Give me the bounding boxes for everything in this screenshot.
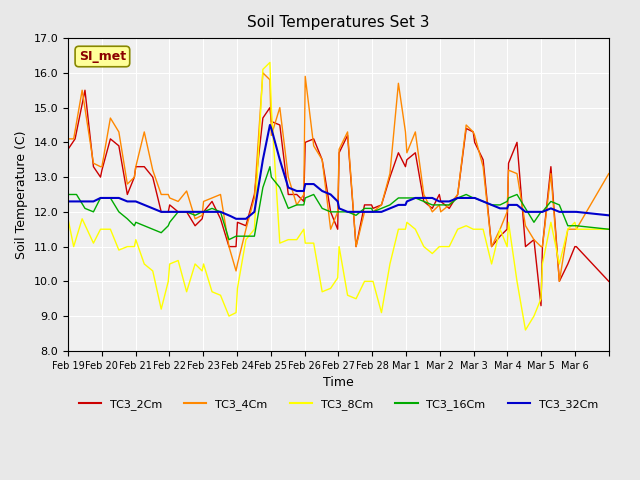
TC3_32Cm [605,213,612,218]
TC3_32Cm [533,209,541,215]
TC3_16Cm [99,195,107,201]
TC3_16Cm [64,192,72,197]
TC3_16Cm [345,210,353,216]
Line: TC3_2Cm: TC3_2Cm [68,90,609,306]
TC3_32Cm [232,216,240,222]
TC3_32Cm [345,209,353,215]
TC3_4Cm [531,238,539,244]
TC3_8Cm [64,216,72,222]
TC3_4Cm [605,171,612,177]
Line: TC3_32Cm: TC3_32Cm [68,125,609,219]
Y-axis label: Soil Temperature (C): Soil Temperature (C) [15,130,28,259]
TC3_8Cm [522,327,529,333]
TC3_16Cm [605,227,612,232]
TC3_2Cm [537,303,545,309]
TC3_32Cm [266,122,274,128]
TC3_4Cm [604,173,611,179]
TC3_16Cm [452,196,460,202]
TC3_32Cm [99,195,107,201]
TC3_2Cm [531,250,539,256]
Line: TC3_4Cm: TC3_4Cm [68,73,609,281]
TC3_8Cm [604,227,611,232]
TC3_16Cm [604,226,611,232]
X-axis label: Time: Time [323,376,354,389]
TC3_4Cm [99,156,107,161]
TC3_2Cm [84,113,92,119]
TC3_2Cm [344,132,351,138]
TC3_4Cm [83,115,90,120]
Text: SI_met: SI_met [79,50,126,63]
TC3_2Cm [64,146,72,152]
TC3_4Cm [344,129,351,135]
TC3_8Cm [266,60,274,65]
TC3_2Cm [451,196,459,202]
TC3_32Cm [64,199,72,204]
Title: Soil Temperatures Set 3: Soil Temperatures Set 3 [247,15,429,30]
TC3_2Cm [605,278,612,284]
Line: TC3_8Cm: TC3_8Cm [68,62,609,330]
Line: TC3_16Cm: TC3_16Cm [68,167,609,240]
TC3_16Cm [225,237,233,242]
TC3_8Cm [533,306,541,312]
TC3_2Cm [604,277,611,283]
TC3_4Cm [451,195,459,201]
Legend: TC3_2Cm, TC3_4Cm, TC3_8Cm, TC3_16Cm, TC3_32Cm: TC3_2Cm, TC3_4Cm, TC3_8Cm, TC3_16Cm, TC3… [74,394,603,414]
TC3_32Cm [452,196,460,202]
TC3_4Cm [259,70,267,76]
TC3_8Cm [99,227,107,232]
TC3_2Cm [81,87,89,93]
TC3_8Cm [344,292,351,298]
TC3_8Cm [451,232,459,238]
TC3_32Cm [604,212,611,218]
TC3_16Cm [533,215,541,221]
TC3_2Cm [101,157,109,163]
TC3_4Cm [64,136,72,142]
TC3_4Cm [556,278,563,284]
TC3_16Cm [83,206,90,212]
TC3_16Cm [266,164,274,169]
TC3_8Cm [605,227,612,232]
TC3_32Cm [83,199,90,204]
TC3_8Cm [83,225,90,231]
